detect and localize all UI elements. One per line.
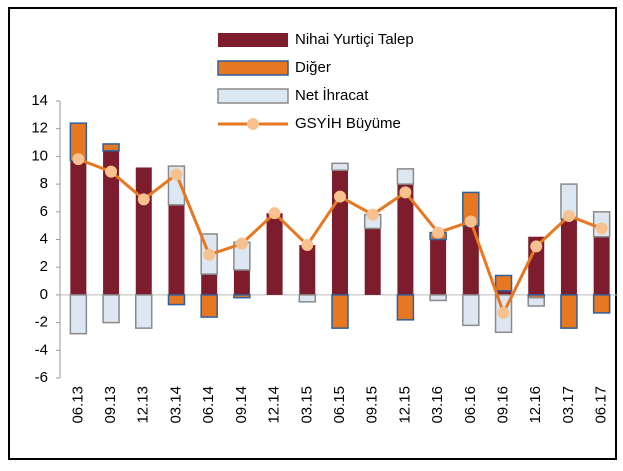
frame xyxy=(8,7,617,460)
legend-swatch xyxy=(247,118,259,130)
bar xyxy=(233,294,251,299)
x-tick-label: 06.15 xyxy=(331,386,348,424)
bar xyxy=(168,204,185,295)
x-tick-label: 09.13 xyxy=(102,386,119,424)
legend-swatch xyxy=(218,33,288,47)
x-tick-label: 03.16 xyxy=(429,386,446,424)
legend-label: Nihai Yurtiçi Talep xyxy=(295,31,414,48)
bar xyxy=(592,294,611,314)
bar xyxy=(200,294,218,318)
bar xyxy=(266,213,283,295)
bar xyxy=(135,167,152,295)
bar xyxy=(299,245,316,295)
bar xyxy=(331,294,349,329)
y-tick-label: 2 xyxy=(40,258,48,275)
x-tick-label: 06.17 xyxy=(593,386,610,424)
marker xyxy=(562,209,575,222)
bar xyxy=(298,294,317,303)
bar xyxy=(397,184,414,295)
marker xyxy=(301,239,314,252)
bar xyxy=(462,294,480,327)
bar xyxy=(527,296,545,307)
y-tick-label: 12 xyxy=(31,120,48,137)
marker xyxy=(203,248,216,261)
bar xyxy=(103,150,120,295)
x-tick-label: 09.15 xyxy=(364,386,381,424)
legend-swatch xyxy=(217,88,289,104)
bar xyxy=(494,274,513,292)
marker xyxy=(137,193,150,206)
bar xyxy=(462,225,479,295)
x-tick-label: 09.14 xyxy=(233,386,250,424)
y-tick-label: 10 xyxy=(31,147,48,164)
bar xyxy=(201,274,218,295)
y-tick-label: 0 xyxy=(40,286,48,303)
bar xyxy=(70,160,87,295)
bar xyxy=(102,294,120,324)
x-tick-label: 12.14 xyxy=(266,386,283,424)
x-tick-label: 09.16 xyxy=(494,386,511,424)
x-tick-label: 12.15 xyxy=(396,386,413,424)
y-tick-label: 6 xyxy=(40,203,48,220)
bar xyxy=(364,228,381,295)
marker xyxy=(497,306,510,319)
bar xyxy=(560,294,578,329)
marker xyxy=(170,168,183,181)
x-tick-label: 12.13 xyxy=(135,386,152,424)
marker xyxy=(366,208,379,221)
y-tick-label: -4 xyxy=(35,341,48,358)
y-tick-label: -6 xyxy=(35,369,48,386)
marker xyxy=(268,207,281,220)
marker xyxy=(432,226,445,239)
marker xyxy=(399,186,412,199)
marker xyxy=(530,240,543,253)
x-tick-label: 06.16 xyxy=(462,386,479,424)
x-tick-label: 12.16 xyxy=(527,386,544,424)
bar xyxy=(102,143,120,152)
bar xyxy=(593,236,610,295)
bar xyxy=(396,168,415,185)
legend-label: Diğer xyxy=(295,59,331,76)
marker xyxy=(595,222,608,235)
x-tick-label: 03.17 xyxy=(560,386,577,424)
legend-label: Net İhracat xyxy=(295,86,369,104)
bar xyxy=(429,294,447,302)
x-tick-label: 03.15 xyxy=(298,386,315,424)
x-tick-label: 03.14 xyxy=(167,386,184,424)
bar xyxy=(331,162,349,171)
legend-label: GSYİH Büyüme xyxy=(295,114,401,132)
marker xyxy=(72,153,85,166)
marker xyxy=(105,165,118,178)
bar xyxy=(69,294,88,335)
x-tick-label: 06.14 xyxy=(200,386,217,424)
x-tick-label: 06.13 xyxy=(69,386,86,424)
marker xyxy=(235,237,248,250)
bar xyxy=(396,294,415,321)
y-tick-label: 4 xyxy=(40,230,48,247)
bar xyxy=(167,294,186,306)
y-tick-label: 8 xyxy=(40,175,48,192)
bar xyxy=(430,239,447,295)
marker xyxy=(464,215,477,228)
legend-swatch xyxy=(217,60,289,76)
bar xyxy=(135,294,153,329)
y-tick-label: 14 xyxy=(31,92,48,109)
y-tick-label: -2 xyxy=(35,314,48,331)
marker xyxy=(334,190,346,203)
bar xyxy=(560,218,577,295)
bar xyxy=(332,170,348,295)
bar xyxy=(233,269,250,295)
bar xyxy=(495,290,512,295)
